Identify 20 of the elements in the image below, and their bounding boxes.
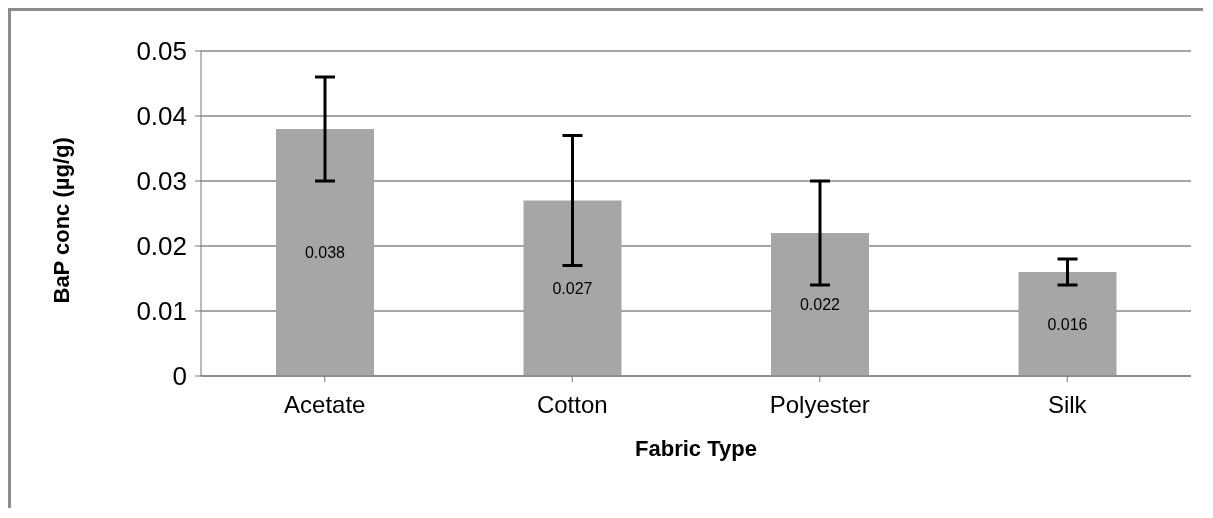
y-tick-label: 0.04 (136, 101, 187, 132)
data-label: 0.038 (304, 244, 346, 262)
y-tick-label: 0.02 (136, 231, 187, 262)
y-tick-label: 0.01 (136, 296, 187, 327)
x-tick-label: Cotton (536, 391, 608, 419)
data-label: 0.022 (799, 296, 841, 314)
y-axis-title: BaP conc (µg/g) (48, 137, 74, 304)
y-tick-label: 0.03 (136, 166, 187, 197)
x-tick-label: Polyester (769, 391, 870, 419)
data-label: 0.027 (552, 279, 593, 297)
data-label: 0.016 (1047, 315, 1088, 333)
x-axis-title: Fabric Type (635, 436, 757, 461)
bar (276, 129, 374, 376)
bar (523, 200, 622, 376)
y-tick-label: 0.05 (136, 36, 187, 67)
y-tick-label: 0 (172, 361, 187, 392)
bar (771, 233, 869, 376)
x-tick-label: Acetate (284, 391, 366, 419)
bar (1018, 272, 1117, 376)
x-tick-label: Silk (1047, 391, 1088, 419)
